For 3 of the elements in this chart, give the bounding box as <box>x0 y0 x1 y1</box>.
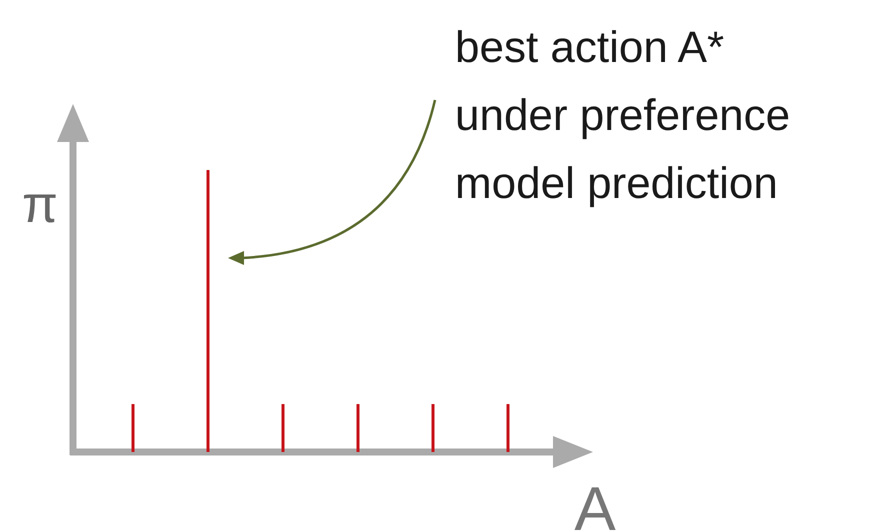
x-axis-title: A <box>574 475 616 532</box>
annotation: best action A* under preference model prediction <box>455 23 790 208</box>
y-axis-title: π <box>22 176 58 234</box>
